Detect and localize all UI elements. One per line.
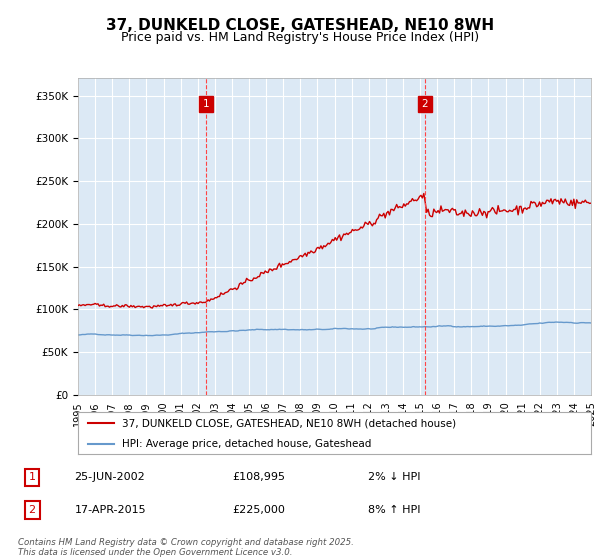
- Text: 37, DUNKELD CLOSE, GATESHEAD, NE10 8WH (detached house): 37, DUNKELD CLOSE, GATESHEAD, NE10 8WH (…: [122, 418, 456, 428]
- Text: £225,000: £225,000: [232, 505, 285, 515]
- Text: 37, DUNKELD CLOSE, GATESHEAD, NE10 8WH: 37, DUNKELD CLOSE, GATESHEAD, NE10 8WH: [106, 18, 494, 33]
- Text: £108,995: £108,995: [232, 473, 286, 482]
- Text: Contains HM Land Registry data © Crown copyright and database right 2025.
This d: Contains HM Land Registry data © Crown c…: [18, 538, 354, 557]
- Text: HPI: Average price, detached house, Gateshead: HPI: Average price, detached house, Gate…: [122, 440, 371, 449]
- Text: 1: 1: [29, 473, 35, 482]
- Text: Price paid vs. HM Land Registry's House Price Index (HPI): Price paid vs. HM Land Registry's House …: [121, 31, 479, 44]
- Text: 2% ↓ HPI: 2% ↓ HPI: [368, 473, 420, 482]
- Text: 2: 2: [422, 99, 428, 109]
- Text: 1: 1: [203, 99, 209, 109]
- Text: 2: 2: [29, 505, 35, 515]
- Text: 8% ↑ HPI: 8% ↑ HPI: [368, 505, 420, 515]
- Text: 17-APR-2015: 17-APR-2015: [74, 505, 146, 515]
- Text: 25-JUN-2002: 25-JUN-2002: [74, 473, 145, 482]
